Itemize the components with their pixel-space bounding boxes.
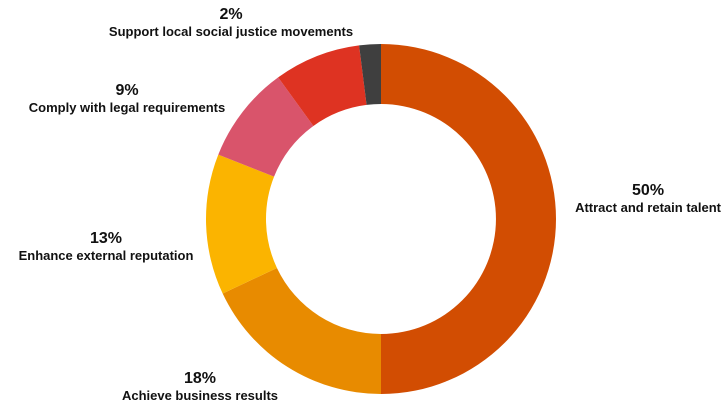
cat-legal-requirements: Comply with legal requirements — [28, 100, 226, 115]
cat-attract-talent: Attract and retain talent — [575, 200, 721, 215]
pct-legal-requirements: 9% — [115, 82, 139, 99]
donut-slice-3 — [218, 77, 314, 177]
donut-slice-1 — [222, 267, 381, 394]
pct-attract-talent: 50% — [632, 182, 665, 199]
donut-slice-5 — [359, 44, 381, 105]
slice-label-attract-talent: 50% Attract and retain talent — [575, 182, 721, 216]
donut-slice-2 — [206, 154, 277, 294]
slice-label-legal-requirements: 9% Comply with legal requirements — [16, 82, 238, 116]
slice-label-external-reputation: 13% Enhance external reputation — [6, 230, 206, 264]
cat-external-reputation: Enhance external reputation — [18, 248, 194, 263]
slice-label-business-results: 18% Achieve business results — [100, 370, 300, 404]
slice-label-social-justice: 2% Support local social justice movement… — [90, 6, 372, 40]
pct-dark-slice: 2% — [219, 6, 243, 23]
pct-external-reputation: 13% — [89, 230, 123, 247]
pct-business-results: 18% — [183, 370, 217, 387]
donut-slice-0 — [381, 44, 556, 394]
donut-slice-4 — [278, 45, 367, 126]
cat-social-justice: Support local social justice movements — [108, 24, 354, 39]
cat-business-results: Achieve business results — [121, 388, 279, 403]
